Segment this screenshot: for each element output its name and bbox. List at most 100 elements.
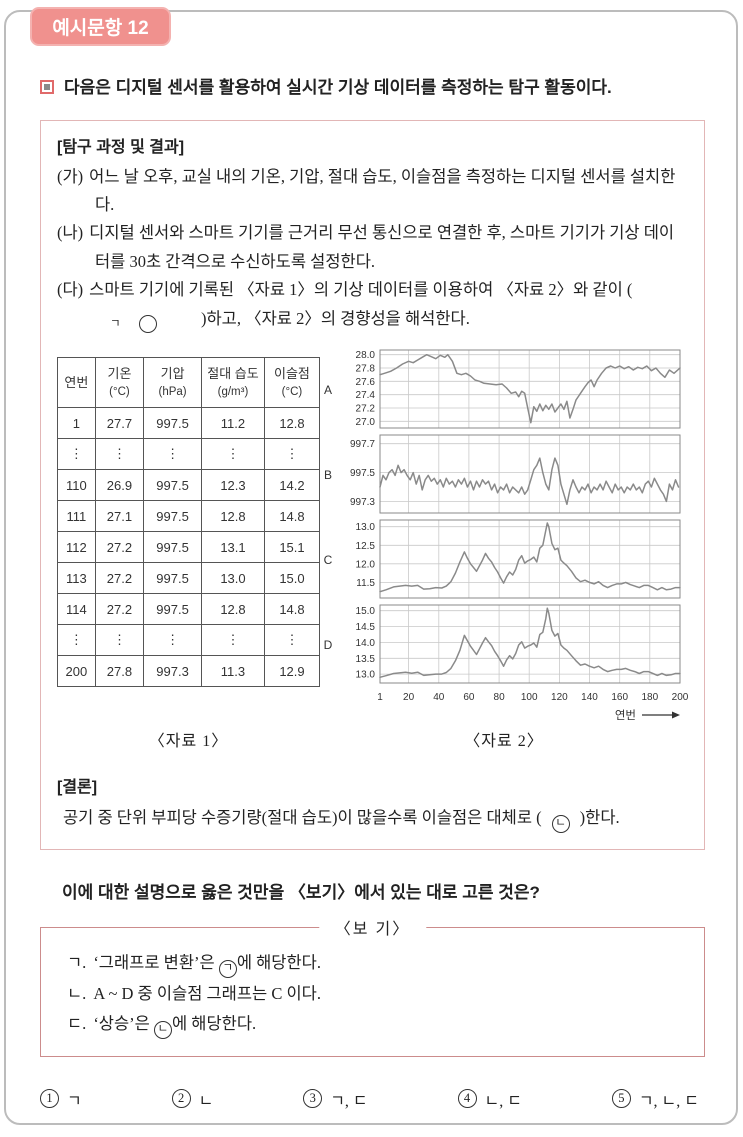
exploration-title: [탐구 과정 및 결과]	[57, 138, 185, 156]
table-cell: 11.2	[201, 407, 265, 440]
svg-text:997.3: 997.3	[350, 497, 375, 508]
table-cell: 14.8	[263, 593, 321, 626]
svg-text:13.0: 13.0	[356, 522, 376, 533]
table-cell: 12.9	[263, 655, 321, 688]
exploration-box: [탐구 과정 및 결과] (가) 어느 날 오후, 교실 내의 기온, 기압, 절…	[40, 119, 705, 851]
svg-text:14.5: 14.5	[356, 622, 376, 633]
option-number-circle: 5	[611, 1089, 631, 1109]
chart-row-D: D 15.0 14.5 14.0 13.5 13.0	[320, 602, 688, 687]
table-row: ⋮ ⋮ ⋮ ⋮ ⋮	[57, 624, 321, 657]
svg-text:60: 60	[463, 692, 475, 703]
svg-text:1: 1	[377, 692, 383, 703]
option-text: ㄱ, ㄷ	[330, 1092, 368, 1110]
table-header-row: 연번 기온 (°C) 기압 (hPa) 절대 습도 (g/m³) 이슬점 (°C)	[57, 357, 321, 409]
svg-text:180: 180	[641, 692, 658, 703]
step-na: (나) 디지털 센서와 스마트 기기를 근거리 무선 통신으로 연결한 후, 스마…	[57, 219, 688, 276]
table-cell: 114	[57, 593, 96, 626]
svg-text:15.0: 15.0	[356, 606, 376, 617]
table-cell: 12.8	[201, 593, 265, 626]
chart-x-axis: 1 20 40 60 80 100 120 140 160 180 200 연번	[320, 687, 688, 725]
circled-char: ㄱ	[218, 959, 237, 978]
table-cell: 27.1	[94, 500, 145, 533]
chart-B: 997.7 997.5 997.3	[350, 434, 681, 514]
table-cell: ⋮	[57, 624, 96, 657]
table-column: 연번 기온 (°C) 기압 (hPa) 절대 습도 (g/m³) 이슬점 (°C) 1 27.7 99…	[57, 347, 321, 751]
bogi-item-n: ㄴ. A ~ D 중 이슬점 그래프는 C 이다.	[67, 979, 678, 1010]
chart-C: 13.0 12.5 12.0 11.5	[356, 519, 681, 599]
table-cell: ⋮	[143, 624, 203, 657]
step-da: (다) 스마트 기기에 기록된 〈자료 1〉의 기상 데이터를 이용하여 〈자료 …	[57, 276, 688, 334]
table-cell: ⋮	[143, 438, 203, 471]
question-number-badge: 예시문항 12	[30, 7, 171, 46]
table-cell: ⋮	[263, 624, 321, 657]
table-cell: ⋮	[263, 438, 321, 471]
option-number-circle: 3	[303, 1089, 323, 1109]
svg-text:160: 160	[611, 692, 628, 703]
charts-caption: 〈자료 2〉	[464, 733, 544, 751]
svg-text:100: 100	[521, 692, 538, 703]
table-cell: ⋮	[201, 438, 265, 471]
answer-options: 1 ㄱ 2 ㄴ 3 ㄱ, ㄷ 4 ㄴ, ㄷ 5 ㄱ, ㄴ, ㄷ	[40, 1087, 705, 1111]
table-row: 110 26.9 997.5 12.3 14.2	[57, 469, 321, 502]
table-cell: 27.8	[94, 655, 145, 688]
step-ga: (가) 어느 날 오후, 교실 내의 기온, 기압, 절대 습도, 이슬점을 측정…	[57, 163, 688, 220]
svg-text:120: 120	[551, 692, 568, 703]
table-cell: 997.5	[143, 469, 203, 502]
table-cell: ⋮	[57, 438, 96, 471]
svg-text:80: 80	[494, 692, 506, 703]
table-row: 112 27.2 997.5 13.1 15.1	[57, 531, 321, 564]
table-cell: 1	[57, 407, 96, 440]
chart-row-C: C 13.0 12.5 12.0 11.5	[320, 517, 688, 602]
table-cell: 997.5	[143, 593, 203, 626]
circled-char: ㄴ	[551, 815, 570, 834]
svg-text:28.0: 28.0	[356, 350, 376, 361]
step-label: (가)	[57, 166, 84, 186]
bogi-item-text: A ~ D 중 이슬점 그래프는 C 이다.	[93, 983, 321, 1003]
table-cell: 12.8	[263, 407, 321, 440]
svg-text:27.2: 27.2	[356, 404, 376, 415]
svg-text:14.0: 14.0	[356, 638, 376, 649]
option-text: ㄱ	[67, 1092, 82, 1110]
table-cell: 27.2	[94, 593, 145, 626]
svg-text:27.6: 27.6	[356, 377, 376, 388]
conclusion-title: [결론]	[57, 779, 98, 797]
column-header: 기온 (°C)	[94, 357, 145, 409]
option-text: ㄴ	[198, 1092, 214, 1110]
table-cell: 997.3	[143, 655, 203, 688]
circled-char: ㄱ	[110, 315, 157, 334]
question-statement: 다음은 디지털 센서를 활용하여 실시간 기상 데이터를 측정하는 탐구 활동이…	[40, 76, 705, 101]
step-label: (다)	[57, 280, 84, 300]
svg-text:40: 40	[433, 692, 445, 703]
table-row: 113 27.2 997.5 13.0 15.0	[57, 562, 321, 595]
answer-option-3[interactable]: 3 ㄱ, ㄷ	[303, 1087, 368, 1111]
table-cell: 12.8	[201, 500, 265, 533]
answer-option-4[interactable]: 4 ㄴ, ㄷ	[457, 1087, 522, 1111]
option-text: ㄱ, ㄴ, ㄷ	[638, 1092, 699, 1110]
table-cell: 15.0	[263, 562, 321, 595]
answer-option-5[interactable]: 5 ㄱ, ㄴ, ㄷ	[611, 1087, 699, 1111]
svg-text:27.8: 27.8	[356, 364, 376, 375]
chart-D: 15.0 14.5 14.0 13.5 13.0	[356, 604, 681, 684]
svg-text:27.4: 27.4	[356, 390, 376, 401]
step-text: 디지털 센서와 스마트 기기를 근거리 무선 통신으로 연결한 후, 스마트 기…	[89, 223, 675, 271]
bogi-item-label: ㄱ.	[67, 953, 87, 973]
table-cell: 112	[57, 531, 96, 564]
svg-text:997.7: 997.7	[350, 439, 375, 450]
table-cell: 14.2	[263, 469, 321, 502]
table-cell: 27.2	[94, 531, 145, 564]
table-row: ⋮ ⋮ ⋮ ⋮ ⋮	[57, 438, 321, 471]
chart-series-label: A	[323, 382, 332, 397]
option-text: ㄴ, ㄷ	[484, 1092, 522, 1110]
table-cell: ⋮	[94, 624, 145, 657]
table-cell: 13.0	[201, 562, 265, 595]
weather-data-table: 연번 기온 (°C) 기압 (hPa) 절대 습도 (g/m³) 이슬점 (°C) 1 27.7 99…	[57, 357, 321, 688]
svg-text:20: 20	[403, 692, 415, 703]
option-number-circle: 1	[40, 1089, 59, 1109]
table-cell: 27.7	[94, 407, 145, 440]
chart-series-label: B	[323, 467, 332, 482]
table-cell: 200	[57, 655, 96, 688]
